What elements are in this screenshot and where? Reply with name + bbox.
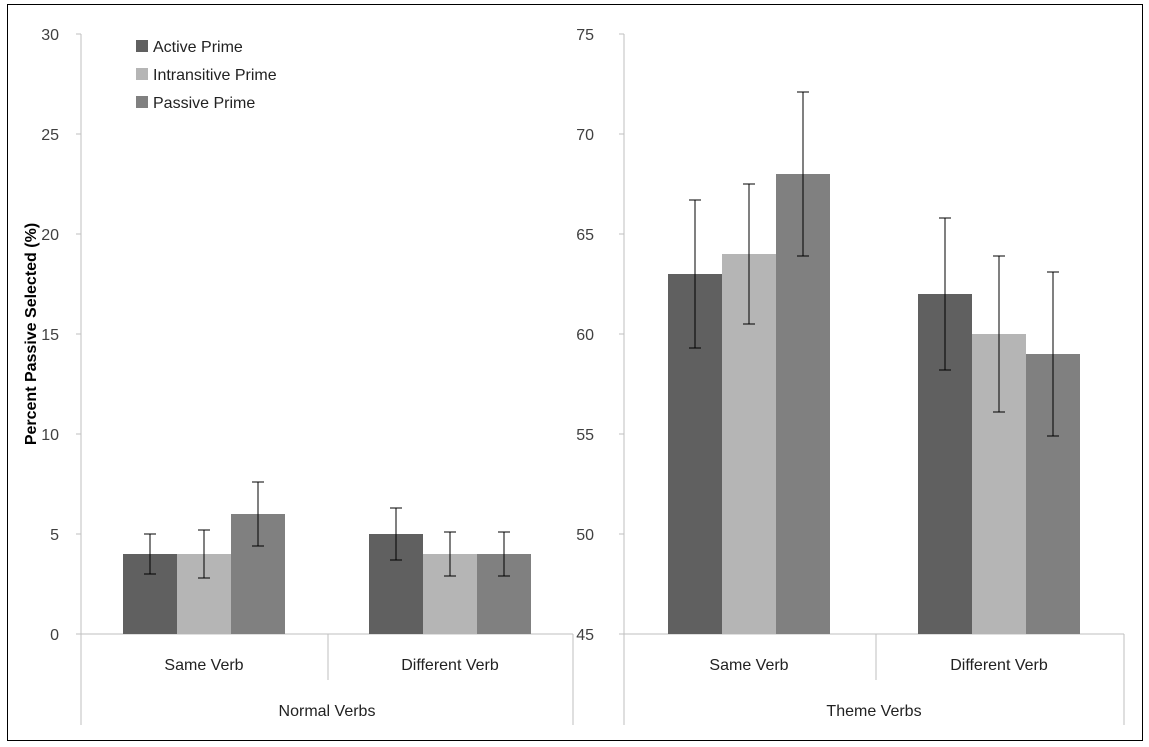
legend-label: Intransitive Prime xyxy=(153,67,277,84)
legend-swatch xyxy=(136,40,148,52)
category-label: Same Verb xyxy=(709,657,788,674)
y-tick-label: 20 xyxy=(41,227,59,244)
y-tick-label: 55 xyxy=(576,427,594,444)
y-tick-label: 15 xyxy=(41,327,59,344)
group-label: Theme Verbs xyxy=(826,703,921,720)
group-label: Normal Verbs xyxy=(279,703,376,720)
y-tick-label: 65 xyxy=(576,227,594,244)
legend-label: Active Prime xyxy=(153,39,243,56)
y-tick-label: 25 xyxy=(41,127,59,144)
y-tick-label: 75 xyxy=(576,27,594,44)
y-tick-label: 10 xyxy=(41,427,59,444)
y-tick-label: 5 xyxy=(50,527,59,544)
y-tick-label: 60 xyxy=(576,327,594,344)
category-label: Different Verb xyxy=(950,657,1048,674)
y-tick-label: 45 xyxy=(576,627,594,644)
legend-swatch xyxy=(136,96,148,108)
y-tick-label: 0 xyxy=(50,627,59,644)
y-axis-label: Percent Passive Selected (%) xyxy=(23,223,40,445)
category-label: Same Verb xyxy=(164,657,243,674)
y-tick-label: 30 xyxy=(41,27,59,44)
legend-label: Passive Prime xyxy=(153,95,255,112)
y-tick-label: 70 xyxy=(576,127,594,144)
y-tick-label: 50 xyxy=(576,527,594,544)
category-label: Different Verb xyxy=(401,657,499,674)
legend-swatch xyxy=(136,68,148,80)
